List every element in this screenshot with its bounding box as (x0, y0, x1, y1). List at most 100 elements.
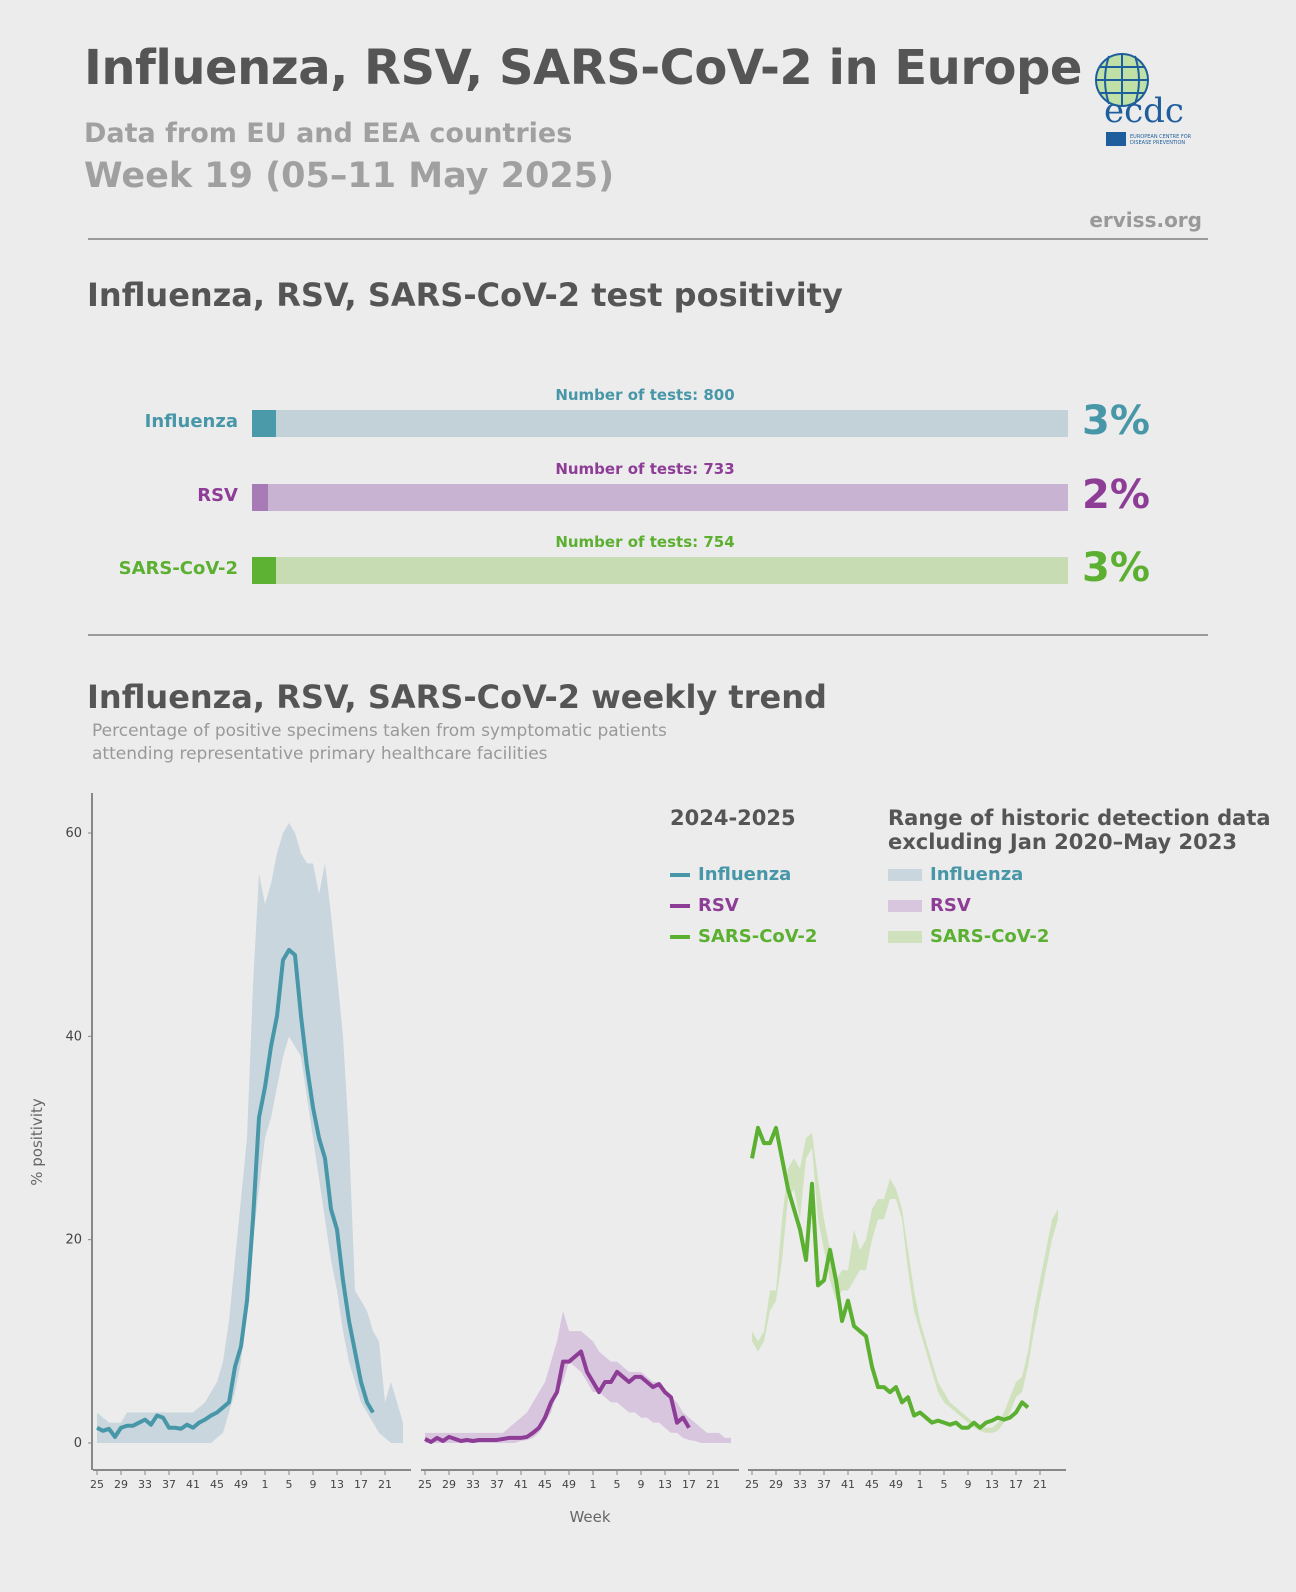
trend-chart: 25 29 33 37 41 45 49 1 5 9 13 17 21 25 29 33 37 41 45 49 1 5 9… (28, 793, 1066, 1526)
y-tick-label: 40 (65, 1029, 82, 1044)
divider (88, 238, 1208, 240)
x-tick-label: 17 (354, 1478, 368, 1491)
percent-value: 3% (1082, 545, 1150, 591)
legend-label: RSV (698, 895, 739, 916)
y-tick-label: 0 (74, 1436, 82, 1451)
x-tick-label: 9 (638, 1478, 645, 1491)
positivity-bar (252, 484, 1068, 511)
positivity-bar (252, 410, 1068, 437)
historic-range-band (752, 1132, 1058, 1433)
x-axis-label: Week (569, 1508, 610, 1526)
week-label: Week 19 (05–11 May 2025) (84, 156, 615, 196)
x-tick-label: 33 (138, 1478, 152, 1491)
legend-line-item: SARS-CoV-2 (670, 926, 817, 947)
x-tick-label: 37 (490, 1478, 504, 1491)
x-tick-label: 17 (682, 1478, 696, 1491)
season-line (96, 947, 375, 1439)
x-tick-label: 5 (941, 1478, 948, 1491)
season-line (424, 1349, 691, 1444)
site-link[interactable]: erviss.org (1089, 208, 1202, 232)
x-tick-label: 37 (817, 1478, 831, 1491)
x-tick-label: 49 (562, 1478, 576, 1491)
test-count: Number of tests: 733 (555, 460, 735, 478)
legend-label: Influenza (698, 864, 792, 885)
x-tick-label: 45 (865, 1478, 879, 1491)
x-tick-label: 1 (590, 1478, 597, 1491)
positivity-bar (252, 557, 1068, 584)
historic-range-band (97, 822, 403, 1443)
subtitle-line: attending representative primary healthc… (92, 744, 548, 764)
x-tick-label: 21 (706, 1478, 720, 1491)
trend-title: Influenza, RSV, SARS-CoV-2 weekly trend (87, 678, 827, 716)
legend-range-line: Range of historic detection data (888, 806, 1271, 830)
legend-range-item: Influenza (888, 864, 1023, 885)
x-tick-label: 25 (745, 1478, 759, 1491)
x-tick-label: 13 (330, 1478, 344, 1491)
positivity-fill (252, 557, 277, 584)
x-tick-label: 13 (658, 1478, 672, 1491)
x-tick-label: 45 (210, 1478, 224, 1491)
bar-label: Influenza (144, 411, 238, 432)
x-tick-label: 41 (186, 1478, 200, 1491)
svg-text:ecdc: ecdc (1104, 91, 1184, 131)
legend-label: SARS-CoV-2 (698, 926, 818, 947)
y-axis-label: % positivity (28, 1098, 46, 1186)
x-tick-label: 29 (442, 1478, 456, 1491)
x-tick-label: 33 (793, 1478, 807, 1491)
legend-line-item: Influenza (670, 864, 791, 885)
x-tick-label: 9 (310, 1478, 317, 1491)
divider (88, 634, 1208, 636)
x-tick-label: 33 (466, 1478, 480, 1491)
bar-label: RSV (197, 485, 238, 506)
ecdc-logo: ecdc EUROPEAN CENTRE FOR DISEASE PREVENT… (1082, 50, 1202, 150)
subtitle-line: Percentage of positive specimens taken f… (92, 721, 667, 741)
x-tick-label: 5 (286, 1478, 293, 1491)
svg-text:EUROPEAN CENTRE FOR: EUROPEAN CENTRE FOR (1130, 134, 1192, 140)
x-tick-label: 25 (90, 1478, 104, 1491)
positivity-fill (252, 484, 269, 511)
trend-subtitle: Percentage of positive specimens taken f… (92, 720, 667, 766)
x-tick-label: 5 (614, 1478, 621, 1491)
test-count: Number of tests: 754 (555, 533, 735, 551)
x-tick-label: 49 (889, 1478, 903, 1491)
legend-label: Influenza (930, 864, 1024, 885)
x-tick-label: 37 (162, 1478, 176, 1491)
percent-value: 3% (1082, 398, 1150, 444)
x-tick-label: 41 (514, 1478, 528, 1491)
page-title: Influenza, RSV, SARS-CoV-2 in Europe (84, 40, 1082, 96)
legend-range-title: Range of historic detection data excludi… (888, 806, 1271, 854)
y-tick-label: 60 (65, 826, 82, 841)
season-line (750, 1125, 1030, 1430)
line-swatch (670, 873, 690, 877)
line-swatch (670, 904, 690, 908)
x-tick-label: 49 (234, 1478, 248, 1491)
bar-label: SARS-CoV-2 (118, 558, 238, 579)
x-tick-label: 29 (769, 1478, 783, 1491)
x-tick-label: 41 (841, 1478, 855, 1491)
legend-season-title: 2024-2025 (670, 806, 796, 830)
x-tick-label: 1 (262, 1478, 269, 1491)
svg-text:DISEASE PREVENTION: DISEASE PREVENTION (1130, 140, 1185, 146)
legend-line-item: RSV (670, 895, 739, 916)
line-swatch (670, 935, 690, 939)
legend-range-item: RSV (888, 895, 971, 916)
x-tick-label: 45 (538, 1478, 552, 1491)
historic-range-band (425, 1310, 731, 1443)
x-tick-label: 17 (1009, 1478, 1023, 1491)
x-tick-label: 13 (985, 1478, 999, 1491)
x-tick-label: 21 (378, 1478, 392, 1491)
positivity-title: Influenza, RSV, SARS-CoV-2 test positivi… (87, 276, 843, 314)
legend-range-line: excluding Jan 2020–May 2023 (888, 830, 1237, 854)
test-count: Number of tests: 800 (555, 386, 735, 404)
x-tick-label: 9 (965, 1478, 972, 1491)
legend-label: SARS-CoV-2 (930, 926, 1050, 947)
page-subtitle: Data from EU and EEA countries (84, 118, 573, 149)
x-tick-label: 29 (114, 1478, 128, 1491)
band-swatch (888, 931, 922, 943)
band-swatch (888, 900, 922, 912)
x-tick-label: 25 (418, 1478, 432, 1491)
percent-value: 2% (1082, 472, 1150, 518)
x-tick-label: 21 (1033, 1478, 1047, 1491)
y-tick-label: 20 (65, 1233, 82, 1248)
